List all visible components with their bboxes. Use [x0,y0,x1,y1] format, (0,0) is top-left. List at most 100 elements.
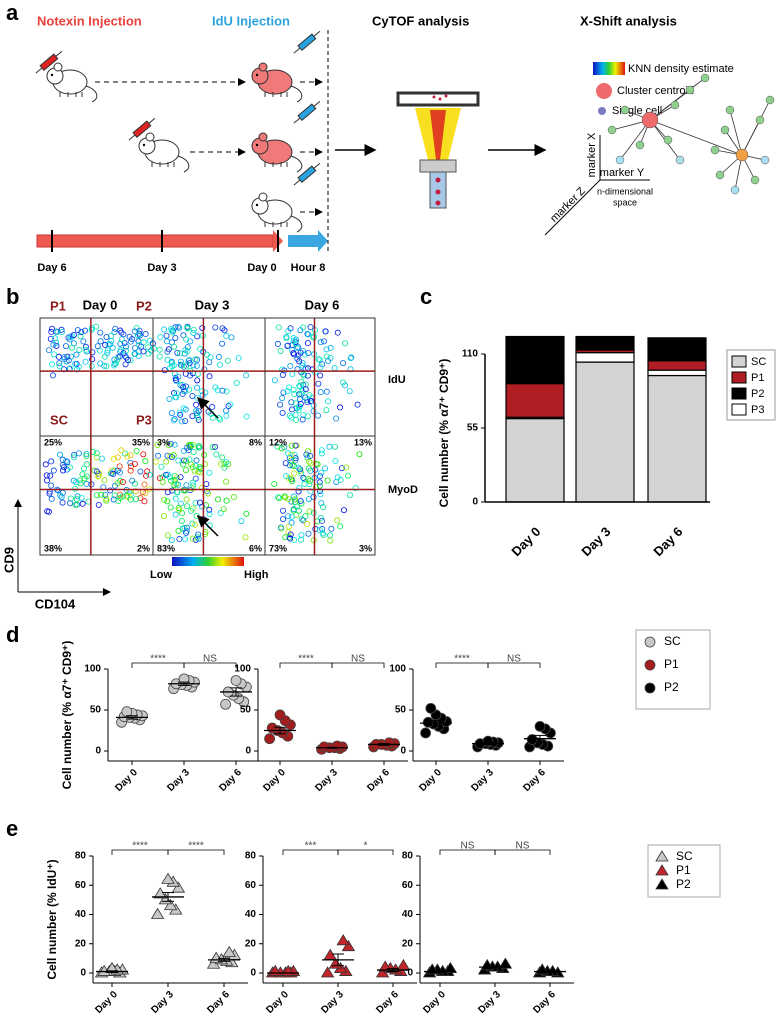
cell-dot [306,508,313,515]
cell-dot [307,324,314,331]
cell-dot [93,492,100,499]
significance: *** [305,841,317,852]
mouse-ear [258,192,268,202]
cell-dot [194,384,201,391]
legend-label: P1 [751,372,764,384]
y-tick-label: 40 [245,909,257,920]
cell-dot [315,380,322,387]
cell-dot [288,451,295,458]
cell-dot [176,506,183,513]
row-label: MyoD [388,484,418,496]
cell-dot [124,356,131,363]
x-tick-label: Day 3 [319,989,346,1016]
cell-dot [283,335,290,342]
point [264,733,276,745]
cell-dot [175,527,182,534]
cell-dot [137,495,144,502]
network [607,73,775,195]
cell-dot [189,464,196,471]
node [725,105,735,115]
cell-dot [192,475,199,482]
cell-dot [193,401,200,408]
axes-3d [544,135,650,236]
cell-dot [123,343,130,350]
cell-dot [184,444,191,451]
cell-dot [199,484,206,491]
cell-dot [111,482,118,489]
cell-dot [166,395,173,402]
cell-dot [340,360,347,367]
cell-dot [287,535,294,542]
header: IdU Injection [212,13,290,28]
cell-dot [228,334,235,341]
point [422,716,434,728]
cell-dot [223,388,230,395]
cell-dot [50,467,57,474]
cell-dot [68,353,75,360]
cell-dot [219,387,226,394]
column-label: Day 3 [195,297,230,312]
mouse-eye [255,203,259,207]
cell-dot [76,477,83,484]
cell-dot [48,495,55,502]
cell-dot [163,458,170,465]
cell-dot [164,498,171,505]
cell-dot [167,504,174,511]
cell-dot [109,467,116,474]
x-tick-label: Day 3 [476,989,503,1016]
point [498,957,513,969]
cell-dot [346,388,353,395]
cell-dot [326,443,333,450]
cell-dot [287,325,294,332]
mice [35,30,321,233]
cell-dot [285,450,292,457]
point [331,740,343,752]
cell-dot [221,464,228,471]
legend-swatch [731,387,747,400]
node [615,155,625,165]
cell-dot [186,386,193,393]
cell-dot [178,418,185,425]
cell-dot [52,335,59,342]
cell-dot [352,485,359,492]
cell-dot [201,452,208,459]
mouse-ear [53,62,63,72]
point [644,636,656,648]
cell-dot [105,341,112,348]
cell-dot [282,494,289,501]
cell-dot [333,415,340,422]
point [121,706,133,718]
charts: 0 55 110 Cell number (% α7⁺ CD9⁺) Day 0 Day 3… [45,335,776,1016]
y-axis-label: Cell number (% α7⁺ CD9⁺) [437,359,451,508]
cell-dot [202,461,209,468]
cell-dot [127,467,134,474]
cell-dot [171,477,178,484]
significance: **** [454,654,470,665]
mouse [46,62,98,103]
cell-dot [53,342,60,349]
point [534,721,546,732]
mouse-ear [145,132,155,142]
header: X-Shift analysis [580,13,677,28]
timeline-label: Hour 8 [291,262,326,274]
cell-dot [193,410,200,417]
cell-dot [94,343,101,350]
cell-dot [305,530,312,537]
cell-dot [189,535,196,542]
quadrant-percent: 12% [269,437,287,447]
cell-dot [303,451,310,458]
cell-dot [180,384,187,391]
cell-dot [183,529,190,536]
cell-dot [127,338,134,345]
cell-dot [334,329,341,336]
cell-dot [104,349,111,356]
mouse [251,192,303,233]
cell-dot [173,394,180,401]
axis-label: marker Z [548,185,588,225]
y-tick-label: 60 [75,880,87,891]
x-tick-label: Day 0 [261,767,288,794]
node [641,111,659,129]
cell-dot [183,458,190,465]
cell-dot [227,401,234,408]
node [685,85,695,95]
